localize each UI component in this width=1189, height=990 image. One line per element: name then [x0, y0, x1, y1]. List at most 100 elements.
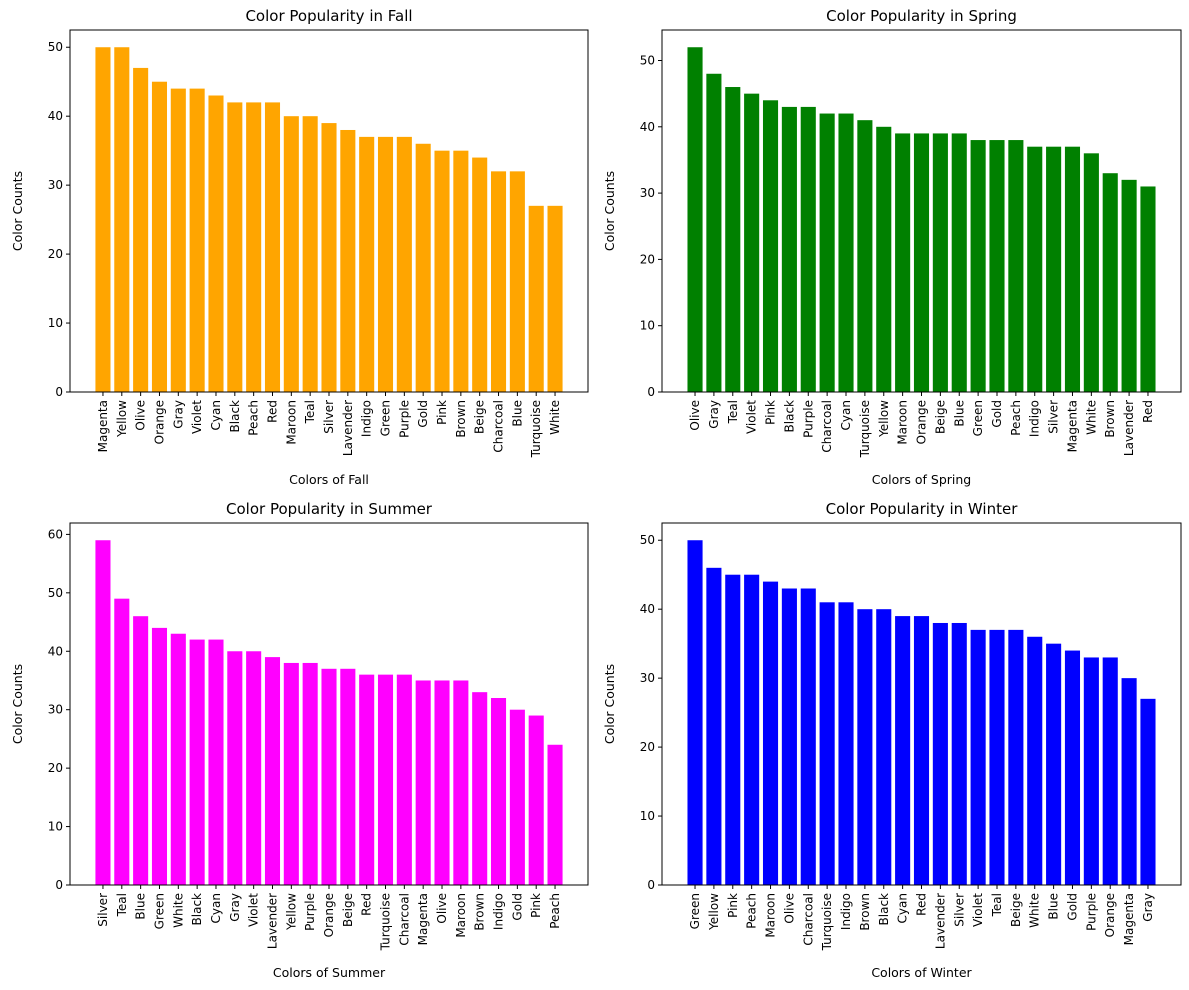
y-tick-label: 10	[48, 820, 63, 834]
bar-turquoise	[528, 205, 544, 392]
x-tick-label-silver: Silver	[952, 893, 966, 927]
bar-cyan	[208, 639, 224, 885]
bar-gold	[1064, 650, 1081, 885]
bar-gold	[989, 140, 1005, 392]
x-tick-label-blue: Blue	[134, 893, 148, 920]
x-axis-label: Colors of Spring	[872, 472, 971, 487]
x-tick-label-purple: Purple	[397, 400, 411, 438]
y-tick-label: 30	[640, 186, 655, 200]
x-tick-label-cyan: Cyan	[839, 400, 853, 430]
bar-olive	[133, 67, 149, 393]
x-tick-label-peach: Peach	[548, 893, 562, 929]
bar-indigo	[490, 698, 507, 885]
x-tick-label-green: Green	[152, 893, 166, 929]
bar-charcoal	[490, 171, 507, 392]
bar-green	[970, 140, 986, 392]
x-tick-label-orange: Orange	[915, 400, 929, 444]
bar-black	[189, 639, 205, 885]
x-tick-label-beige: Beige	[1009, 893, 1023, 927]
x-axis-label: Colors of Summer	[273, 965, 386, 980]
x-tick-label-teal: Teal	[990, 893, 1004, 917]
bar-silver	[95, 540, 111, 885]
x-tick-label-maroon: Maroon	[284, 400, 298, 445]
x-tick-label-lavender: Lavender	[265, 893, 279, 949]
bar-red	[359, 674, 375, 885]
y-axis-label: Color Counts	[602, 171, 617, 251]
x-tick-label-peach: Peach	[247, 400, 261, 436]
y-tick-label: 10	[640, 319, 655, 333]
bar-peach	[246, 102, 262, 393]
x-tick-label-maroon: Maroon	[764, 893, 778, 938]
bar-maroon	[453, 680, 469, 885]
y-tick-label: 20	[48, 761, 63, 775]
x-tick-label-beige: Beige	[473, 400, 487, 434]
x-tick-label-gold: Gold	[1065, 893, 1079, 921]
x-tick-label-indigo: Indigo	[839, 893, 853, 930]
y-tick-label: 0	[55, 878, 63, 892]
bar-maroon	[895, 133, 911, 392]
bar-teal	[989, 629, 1005, 885]
x-tick-label-brown: Brown	[454, 400, 468, 438]
bar-orange	[1102, 657, 1118, 885]
bar-pink	[762, 100, 779, 392]
bar-silver	[951, 622, 967, 885]
x-tick-label-charcoal: Charcoal	[801, 893, 815, 946]
x-tick-label-indigo: Indigo	[360, 400, 374, 437]
bar-beige	[340, 668, 356, 885]
y-tick-label: 10	[48, 316, 63, 330]
x-tick-label-indigo: Indigo	[1028, 400, 1042, 437]
bar-green	[377, 136, 394, 392]
bar-turquoise	[857, 120, 873, 393]
bar-beige	[1008, 629, 1024, 885]
y-axis-label: Color Counts	[10, 664, 25, 744]
x-tick-label-charcoal: Charcoal	[397, 893, 411, 946]
x-tick-label-brown: Brown	[473, 893, 487, 931]
bar-cyan	[838, 113, 854, 392]
x-tick-label-purple: Purple	[1084, 893, 1098, 931]
bar-violet	[970, 629, 986, 885]
x-tick-label-beige: Beige	[933, 400, 947, 434]
x-tick-label-charcoal: Charcoal	[820, 400, 834, 453]
bar-charcoal	[819, 113, 835, 392]
x-tick-label-turquoise: Turquoise	[820, 893, 834, 951]
bar-peach	[744, 574, 760, 885]
bar-orange	[151, 81, 168, 393]
x-tick-label-olive: Olive	[435, 893, 449, 924]
x-tick-label-yellow: Yellow	[877, 400, 891, 438]
bar-black	[227, 102, 243, 393]
x-tick-label-turquoise: Turquoise	[379, 893, 393, 951]
chart-panel-1: 0 10 20 30 40 50 Magenta Yellow Olive Orange Gray V…	[10, 7, 589, 487]
bar-gray	[706, 73, 722, 392]
x-tick-label-green: Green	[688, 893, 702, 929]
x-tick-label-gold: Gold	[510, 893, 524, 921]
x-tick-label-cyan: Cyan	[896, 893, 910, 923]
x-tick-label-lavender: Lavender	[933, 893, 947, 949]
x-tick-label-magenta: Magenta	[1065, 400, 1079, 452]
bar-blue	[951, 133, 967, 392]
bar-teal	[114, 598, 130, 885]
bar-red	[913, 616, 930, 885]
bar-gray	[227, 651, 243, 885]
y-axis-label: Color Counts	[602, 664, 617, 744]
x-tick-label-blue: Blue	[510, 400, 524, 427]
bar-maroon	[762, 581, 779, 885]
bar-olive	[781, 588, 797, 885]
bar-teal	[725, 87, 741, 393]
bar-blue	[509, 171, 525, 392]
x-tick-label-indigo: Indigo	[492, 893, 506, 930]
bar-olive	[687, 47, 703, 393]
x-tick-label-gray: Gray	[707, 400, 721, 429]
bar-indigo	[838, 602, 854, 885]
bar-purple	[800, 106, 816, 392]
bar-yellow	[706, 567, 722, 885]
x-tick-label-gold: Gold	[990, 400, 1004, 428]
x-tick-label-white: White	[171, 893, 185, 928]
bar-violet	[744, 93, 760, 393]
x-tick-label-black: Black	[877, 893, 891, 926]
x-tick-label-white: White	[548, 400, 562, 435]
bar-cyan	[895, 616, 911, 885]
bar-orange	[913, 133, 930, 392]
y-tick-label: 50	[48, 40, 63, 54]
chart-panel-2: 0 10 20 30 40 50 Olive Gray Teal Violet Pink Black P…	[602, 7, 1182, 487]
x-tick-label-black: Black	[228, 400, 242, 433]
